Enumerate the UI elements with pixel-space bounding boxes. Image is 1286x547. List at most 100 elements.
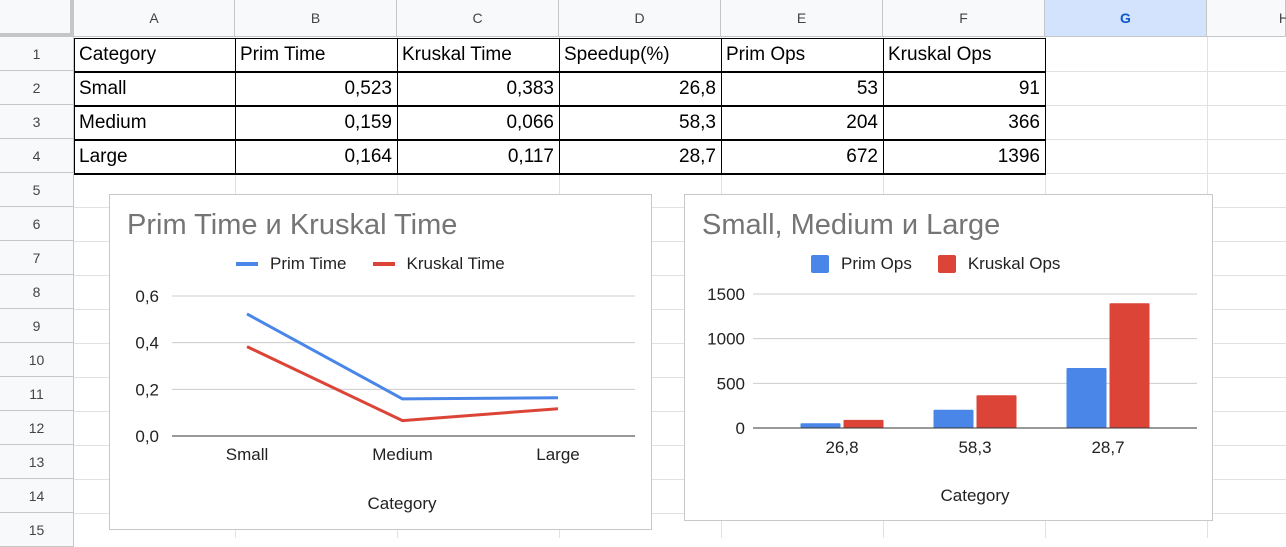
cell-c2[interactable]: 0,383	[506, 78, 554, 99]
x-tick-label: 26,8	[825, 438, 858, 457]
column-header-h-label: H	[1278, 10, 1286, 26]
legend-swatch	[372, 262, 395, 266]
gridline	[74, 479, 1286, 480]
legend-item-prim-time: Prim Time	[236, 254, 347, 274]
row-header-6[interactable]: 6	[0, 207, 74, 241]
y-tick-label: 0,6	[135, 287, 159, 306]
table-border	[74, 71, 1046, 73]
cell-e2[interactable]: 53	[856, 78, 878, 99]
row-header-7[interactable]: 7	[0, 241, 74, 275]
row-header-8[interactable]: 8	[0, 275, 74, 309]
table-border	[559, 38, 560, 175]
gridline	[74, 513, 1286, 514]
table-border	[721, 38, 722, 175]
bar	[976, 395, 1017, 428]
legend-item-prim-ops: Prim Ops	[811, 254, 912, 274]
y-tick-label: 0,4	[135, 334, 159, 353]
column-header-h[interactable]: H	[1207, 0, 1286, 37]
y-tick-label: 1500	[707, 285, 745, 304]
table-border	[235, 38, 236, 175]
cell-b3[interactable]: 0,159	[344, 112, 392, 133]
legend-label: Kruskal Time	[406, 254, 505, 273]
cell-a4[interactable]: Large	[79, 146, 128, 167]
line-chart[interactable]: Prim Time и Kruskal Time Prim Time Krusk…	[109, 194, 652, 530]
cell-a1[interactable]: Category	[79, 44, 157, 65]
cell-d2[interactable]: 26,8	[679, 78, 716, 99]
cell-b1[interactable]: Prim Time	[240, 44, 326, 65]
row-header-5[interactable]: 5	[0, 173, 74, 207]
cell-a2[interactable]: Small	[79, 78, 127, 99]
row-header-4[interactable]: 4	[0, 139, 74, 173]
y-tick-label: 0,2	[135, 380, 159, 399]
cell-c1[interactable]: Kruskal Time	[402, 44, 512, 65]
cell-f4[interactable]: 1396	[997, 146, 1040, 167]
row-header-10[interactable]: 10	[0, 343, 74, 377]
x-tick-label: 28,7	[1091, 438, 1124, 457]
chart-title: Small, Medium и Large	[702, 209, 1001, 241]
table-border	[74, 105, 1046, 107]
x-tick-label: Small	[226, 445, 269, 464]
row-header-3[interactable]: 3	[0, 105, 74, 139]
cell-e4[interactable]: 672	[846, 146, 878, 167]
cell-e3[interactable]: 204	[846, 112, 878, 133]
column-header-d[interactable]: D	[559, 0, 721, 37]
cell-f2[interactable]: 91	[1018, 78, 1040, 99]
column-header-e[interactable]: E	[721, 0, 883, 37]
row-header-11[interactable]: 11	[0, 377, 74, 411]
y-tick-label: 1000	[707, 330, 745, 349]
legend-label: Prim Ops	[841, 254, 912, 273]
gridline	[74, 207, 1286, 208]
row-header-15[interactable]: 15	[0, 513, 74, 547]
cell-f3[interactable]: 366	[1008, 112, 1040, 133]
bar	[1109, 303, 1150, 428]
row-header-2[interactable]: 2	[0, 71, 74, 105]
gridline	[74, 445, 1286, 446]
row-header-13[interactable]: 13	[0, 445, 74, 479]
column-header-c[interactable]: C	[397, 0, 559, 37]
bar	[800, 423, 841, 428]
cell-b4[interactable]: 0,164	[344, 146, 392, 167]
legend-swatch	[236, 262, 258, 266]
select-all-corner[interactable]	[0, 0, 74, 37]
gridline	[74, 343, 1286, 344]
bar	[1066, 367, 1107, 428]
legend-label: Prim Time	[270, 254, 347, 273]
legend-item-kruskal-time: Kruskal Time	[372, 254, 505, 274]
chart-legend: Prim Ops Kruskal Ops	[811, 254, 1086, 274]
cell-c4[interactable]: 0,117	[507, 146, 554, 167]
table-border	[883, 38, 884, 175]
cell-d3[interactable]: 58,3	[679, 112, 716, 133]
table-border	[74, 173, 1046, 175]
cell-b2[interactable]: 0,523	[344, 78, 392, 99]
cell-e1[interactable]: Prim Ops	[726, 44, 806, 65]
legend-swatch	[937, 255, 956, 273]
line-chart-plot: 0,0 0,2 0,4 0,6 Small Medium Large Category	[135, 287, 635, 513]
table-border	[74, 38, 1046, 39]
legend-swatch	[811, 255, 829, 273]
row-header-12[interactable]: 12	[0, 411, 74, 445]
x-axis-title: Category	[941, 486, 1010, 505]
cell-f1[interactable]: Kruskal Ops	[888, 44, 992, 65]
chart-title: Prim Time и Kruskal Time	[127, 209, 458, 241]
column-header-f[interactable]: F	[883, 0, 1045, 37]
bar-chart[interactable]: Small, Medium и Large Prim Ops Kruskal O…	[684, 194, 1213, 521]
row-header-1[interactable]: 1	[0, 37, 74, 71]
x-tick-label: Medium	[372, 445, 432, 464]
cell-c3[interactable]: 0,066	[506, 112, 554, 133]
cell-a3[interactable]: Medium	[79, 112, 147, 133]
row-header-14[interactable]: 14	[0, 479, 74, 513]
row-header-9[interactable]: 9	[0, 309, 74, 343]
bar	[843, 419, 884, 428]
column-header-g[interactable]: G	[1045, 0, 1207, 37]
y-tick-label: 500	[717, 374, 745, 393]
gridline	[74, 309, 1286, 310]
bar-chart-plot: 0 500 1000 1500 26,8 58,3 28,7 Category	[707, 285, 1197, 505]
column-header-a[interactable]: A	[74, 0, 235, 37]
legend-item-kruskal-ops: Kruskal Ops	[937, 254, 1061, 274]
legend-label: Kruskal Ops	[967, 254, 1061, 273]
cell-d1[interactable]: Speedup(%)	[564, 44, 670, 65]
cell-d4[interactable]: 28,7	[679, 146, 716, 167]
column-header-b[interactable]: B	[235, 0, 397, 37]
table-border	[74, 139, 1046, 141]
